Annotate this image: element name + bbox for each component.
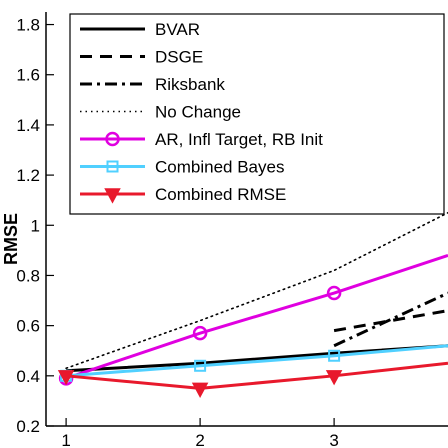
series-line-7	[65, 361, 448, 390]
series-line-3	[333, 291, 448, 348]
legend-label-6: Combined Bayes	[155, 158, 284, 177]
legend-label-7: Combined RMSE	[155, 185, 286, 204]
y-tick-label: 0.4	[16, 367, 40, 386]
legend-box	[69, 13, 445, 215]
legend-label-4: No Change	[155, 103, 241, 122]
series-lines	[57, 211, 448, 398]
series-line-5	[65, 253, 448, 380]
series-line-6	[65, 344, 448, 378]
legend-label-3: Riksbank	[155, 75, 225, 94]
y-tick-label: 0.2	[16, 417, 40, 436]
x-tick-label: 1	[61, 431, 70, 448]
series-5-marker	[192, 325, 208, 341]
series-5-marker	[326, 285, 342, 301]
y-axis-label: RMSE	[1, 213, 21, 265]
legend-marker-6	[106, 160, 119, 173]
x-tick-label: 2	[195, 431, 204, 448]
legend-label-2: DSGE	[155, 48, 203, 67]
y-tick-label: 1.6	[16, 66, 40, 85]
series-7-marker	[325, 370, 343, 386]
y-tick-label: 1.2	[16, 166, 40, 185]
series-7-marker	[191, 382, 209, 398]
legend: BVAR DSGE Riksbank No Change AR, Infl Target…	[69, 13, 445, 215]
y-tick-label: 1.8	[16, 16, 40, 35]
y-tick-label: 0.6	[16, 317, 40, 336]
series-line-4	[65, 211, 448, 370]
series-line-2	[333, 309, 448, 333]
y-tick-label: 0.8	[16, 266, 40, 285]
legend-marker-7	[104, 188, 121, 204]
series-7-marker	[57, 370, 75, 386]
y-tick-label: 1.4	[16, 116, 40, 135]
legend-marker-5	[105, 131, 120, 147]
series-6-marker	[328, 349, 341, 362]
axes: 0.2 0.4 0.6 0.8 1 1.2 1.4 1.6 1.8 1 2 3	[16, 12, 448, 448]
legend-label-1: BVAR	[155, 20, 200, 39]
legend-label-5: AR, Infl Target, RB Init	[155, 130, 323, 149]
series-6-marker	[194, 359, 207, 372]
x-tick-label: 3	[329, 431, 338, 448]
y-tick-label: 1	[31, 216, 40, 235]
